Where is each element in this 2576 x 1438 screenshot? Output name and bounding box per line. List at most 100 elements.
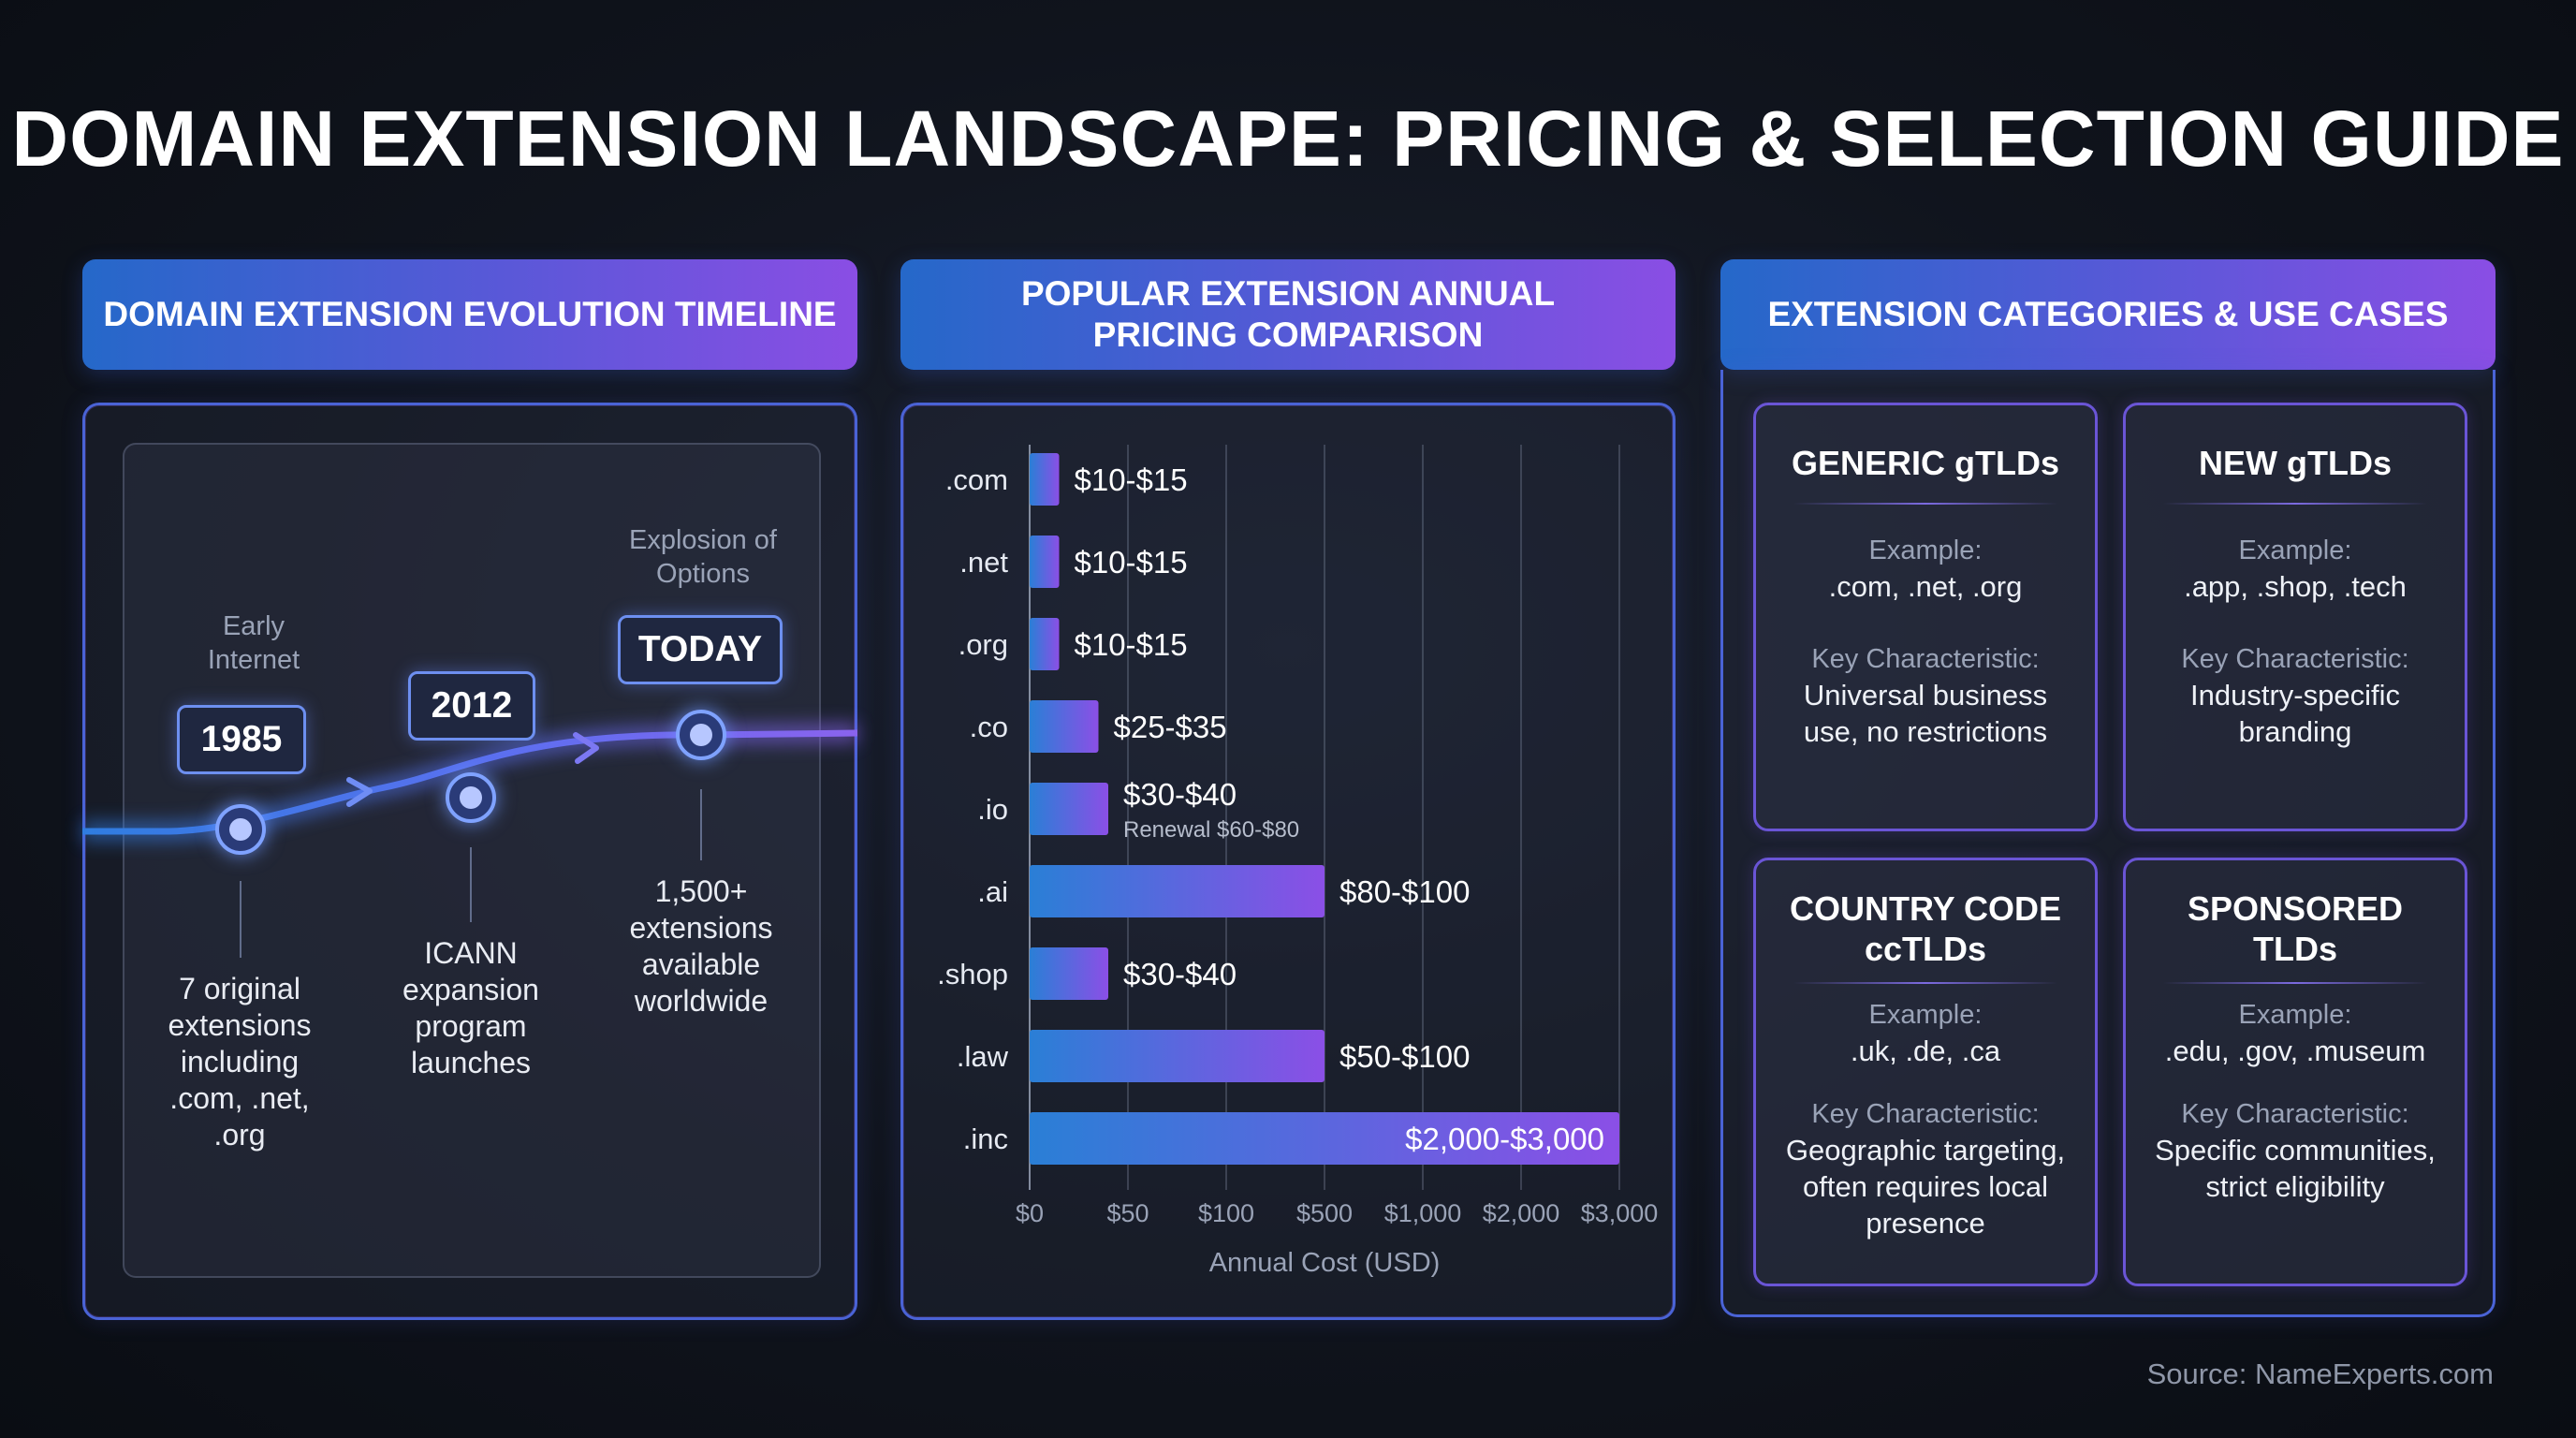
category-key-line: branding [2238, 715, 2352, 748]
category-label: .com [945, 463, 1008, 496]
bar [1030, 700, 1099, 753]
category-example-label: Example: [2238, 536, 2352, 565]
category-title-line2: ccTLDs [1864, 930, 1987, 968]
timeline-panel: Early Internet 1985 7 original extension… [82, 403, 858, 1320]
x-tick-label: $1,000 [1384, 1199, 1462, 1227]
bar-value-label: $2,000-$3,000 [1405, 1122, 1604, 1156]
category-label: .ai [977, 875, 1008, 908]
category-divider [1793, 982, 2057, 984]
bar [1030, 1030, 1325, 1082]
desc-line: .org [213, 1118, 266, 1152]
category-label: .inc [963, 1123, 1008, 1155]
category-example: .app, .shop, .tech [2184, 570, 2407, 603]
category-key-label: Key Characteristic: [2181, 1099, 2409, 1129]
pricing-bar-chart: $0 $50 $100 $500 $1,000 $2,000 $3,000 Annual Co… [937, 445, 1659, 1278]
timeline-label-line: Explosion of [629, 525, 777, 555]
category-title: SPONSORED [2187, 889, 2404, 928]
category-divider [2163, 503, 2427, 505]
category-key-label: Key Characteristic: [2181, 644, 2409, 674]
bar [1030, 783, 1108, 835]
bar-value-label: $10-$15 [1075, 627, 1188, 662]
category-example-label: Example: [1868, 1000, 1983, 1030]
category-title-line2: TLDs [2253, 930, 2337, 968]
desc-line: extensions [629, 911, 773, 945]
category-label: .shop [937, 958, 1008, 990]
category-divider [2163, 982, 2427, 984]
timeline-year-badge: 1985 [177, 705, 306, 774]
timeline-panel-header: DOMAIN EXTENSION EVOLUTION TIMELINE [82, 259, 857, 370]
category-key-line: often requires local [1803, 1170, 2048, 1203]
category-title: COUNTRY CODE [1789, 889, 2062, 928]
bar-value-label: $10-$15 [1075, 462, 1188, 497]
category-title: GENERIC gTLDs [1791, 444, 2059, 482]
category-key-label: Key Characteristic: [1811, 644, 2040, 674]
desc-line: ICANN [424, 936, 518, 970]
bar [1030, 618, 1060, 670]
x-tick-label: $50 [1106, 1199, 1149, 1227]
timeline-label-line: Options [656, 559, 750, 589]
arrow-icon [346, 777, 373, 807]
bar-value-label: $50-$100 [1339, 1039, 1470, 1074]
source-credit: Source: NameExperts.com [2146, 1357, 2494, 1390]
category-card-new-gtld: NEW gTLDs Example: .app, .shop, .tech Ke… [2123, 403, 2467, 831]
timeline-node [676, 710, 726, 760]
desc-line: 7 original [179, 972, 300, 1005]
timeline-inner-frame [123, 443, 821, 1278]
category-key-line: strict eligibility [2205, 1170, 2385, 1203]
category-example: .uk, .de, .ca [1850, 1034, 2001, 1067]
desc-line: .com, .net, [169, 1081, 310, 1115]
category-example-label: Example: [1868, 536, 1983, 565]
pricing-panel-title-line2: PRICING COMPARISON [1092, 315, 1484, 354]
bar-value-label: $25-$35 [1114, 710, 1227, 744]
categories-panel-header: EXTENSION CATEGORIES & USE CASES [1720, 259, 2496, 370]
desc-line: worldwide [634, 984, 768, 1018]
timeline-year-badge: 2012 [408, 671, 535, 741]
x-tick-label: $500 [1296, 1199, 1353, 1227]
timeline-description: 7 original extensions including .com, .n… [160, 971, 319, 1153]
bar-value-label: $30-$40 [1123, 957, 1237, 991]
category-key-label: Key Characteristic: [1811, 1099, 2040, 1129]
timeline-node [215, 804, 266, 855]
page-title: DOMAIN EXTENSION LANDSCAPE: PRICING & SE… [11, 95, 2565, 183]
timeline-stem [470, 847, 472, 922]
pricing-panel-header: POPULAR EXTENSION ANNUAL PRICING COMPARI… [900, 259, 1676, 370]
pricing-panel: $0 $50 $100 $500 $1,000 $2,000 $3,000 Annual Co… [900, 403, 1676, 1320]
timeline-label-early-internet: Early Internet [183, 609, 324, 677]
desc-line: launches [410, 1046, 532, 1079]
bar [1030, 1112, 1619, 1165]
category-key-line: Industry-specific [2190, 679, 2400, 712]
category-key-line: presence [1866, 1207, 1985, 1240]
bar-value-label: $30-$40 [1123, 777, 1237, 812]
bar [1030, 453, 1060, 506]
category-label: .co [970, 711, 1008, 743]
categories-panel-title: EXTENSION CATEGORIES & USE CASES [1767, 295, 2449, 333]
timeline-stem [240, 881, 242, 958]
pricing-panel-title-line1: POPULAR EXTENSION ANNUAL [1020, 274, 1556, 313]
x-tick-label: $3,000 [1581, 1199, 1659, 1227]
timeline-year-badge: TODAY [618, 615, 783, 684]
desc-line: extensions [168, 1008, 312, 1042]
timeline-label-line: Internet [207, 645, 300, 675]
timeline-label-line: Early [222, 611, 285, 641]
desc-line: including [180, 1045, 300, 1078]
timeline-description: 1,500+ extensions available worldwide [609, 873, 793, 1020]
category-label: .law [957, 1040, 1009, 1073]
desc-line: 1,500+ [654, 874, 748, 908]
category-key-line: Specific communities, [2155, 1134, 2436, 1167]
category-card-country-code: COUNTRY CODE ccTLDs Example: .uk, .de, .… [1753, 858, 2098, 1286]
x-tick-label: $100 [1198, 1199, 1254, 1227]
category-example-label: Example: [2238, 1000, 2352, 1030]
timeline-label-explosion: Explosion of Options [595, 523, 811, 591]
timeline-panel-title: DOMAIN EXTENSION EVOLUTION TIMELINE [103, 295, 837, 333]
category-key-line: Universal business [1803, 679, 2048, 712]
category-example: .com, .net, .org [1828, 570, 2023, 603]
arrow-icon [573, 732, 599, 764]
category-divider [1793, 503, 2057, 505]
category-card-generic: GENERIC gTLDs Example: .com, .net, .org … [1753, 403, 2098, 831]
category-key-line: use, no restrictions [1803, 715, 2048, 748]
category-label: .io [977, 793, 1008, 826]
x-tick-label: $2,000 [1483, 1199, 1560, 1227]
desc-line: available [641, 947, 761, 981]
bar-value-label: $80-$100 [1339, 874, 1470, 909]
category-card-sponsored: SPONSORED TLDs Example: .edu, .gov, .mus… [2123, 858, 2467, 1286]
